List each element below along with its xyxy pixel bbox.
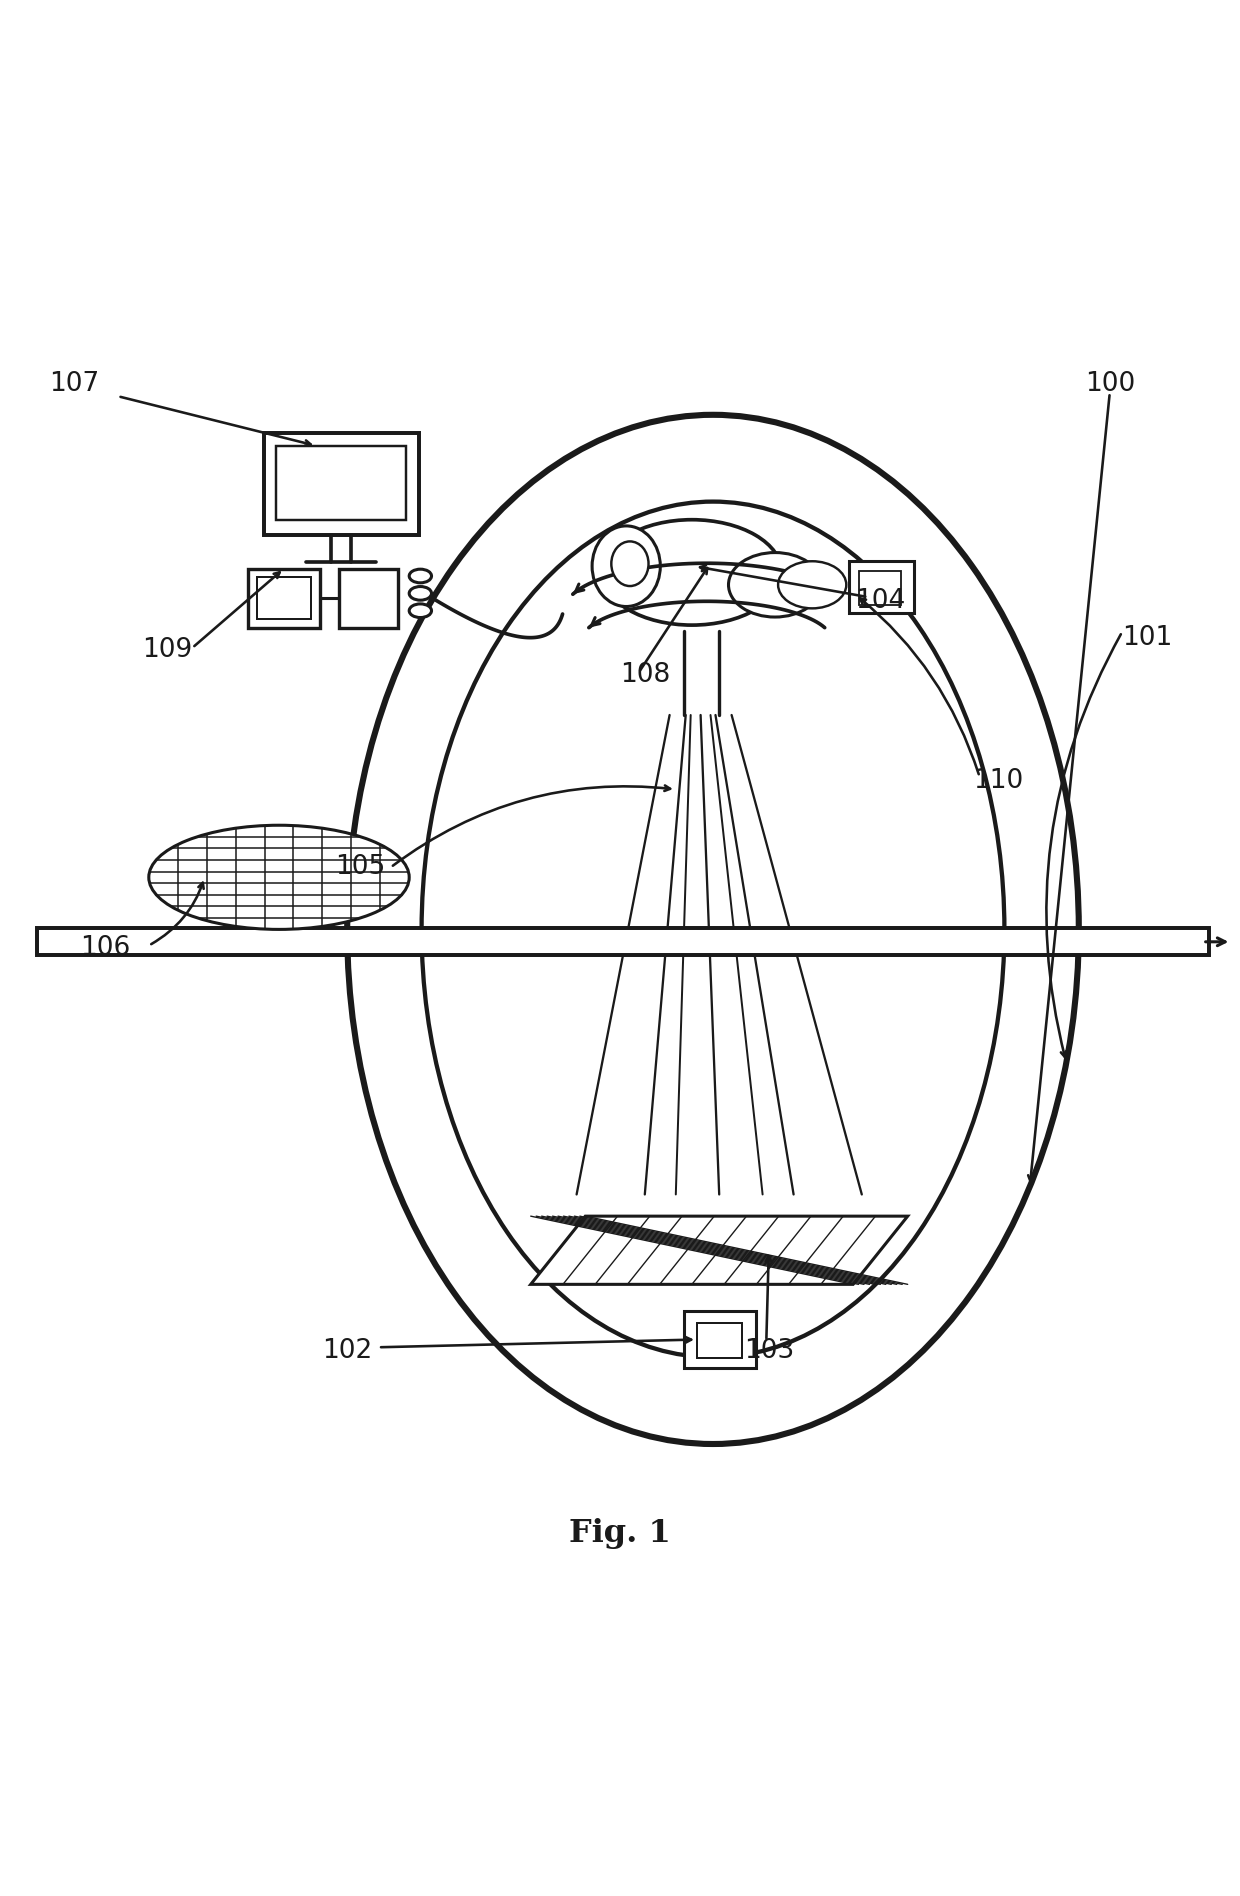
Bar <box>684 1310 756 1369</box>
Text: 104: 104 <box>856 588 906 614</box>
Text: 109: 109 <box>143 637 193 664</box>
Text: 107: 107 <box>50 372 100 396</box>
Ellipse shape <box>729 552 821 616</box>
Ellipse shape <box>409 569 432 582</box>
Polygon shape <box>531 1215 908 1284</box>
Ellipse shape <box>591 525 660 607</box>
Text: 106: 106 <box>81 935 131 961</box>
Bar <box>257 576 311 620</box>
Ellipse shape <box>779 561 846 609</box>
Ellipse shape <box>409 586 432 601</box>
Text: 101: 101 <box>1122 626 1173 650</box>
Text: 108: 108 <box>620 662 671 688</box>
Bar <box>859 571 901 605</box>
Bar <box>697 1323 742 1358</box>
Bar <box>37 929 1209 956</box>
Text: 105: 105 <box>335 855 386 880</box>
Ellipse shape <box>611 542 649 586</box>
Bar <box>339 569 398 628</box>
Bar <box>277 446 407 520</box>
Bar <box>263 434 419 535</box>
Ellipse shape <box>409 605 432 618</box>
Bar <box>248 569 320 628</box>
Text: 102: 102 <box>322 1339 373 1363</box>
Ellipse shape <box>149 825 409 929</box>
Ellipse shape <box>603 520 781 626</box>
Text: Fig. 1: Fig. 1 <box>569 1519 671 1549</box>
Bar <box>849 561 914 612</box>
Text: 103: 103 <box>744 1339 795 1363</box>
Text: 100: 100 <box>1085 372 1136 396</box>
Text: 110: 110 <box>973 768 1024 794</box>
